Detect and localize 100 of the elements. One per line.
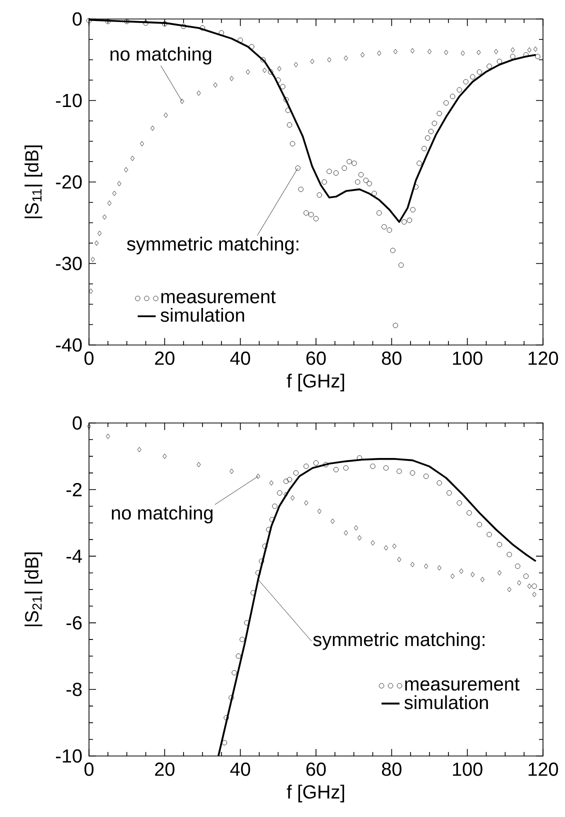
point <box>456 500 462 506</box>
x-tick-label: 20 <box>155 762 174 776</box>
point <box>272 504 278 509</box>
point <box>354 525 358 530</box>
point <box>370 464 376 469</box>
point <box>94 240 99 246</box>
point <box>333 467 339 472</box>
legend-label: simulation <box>160 308 244 322</box>
point <box>284 492 288 498</box>
point <box>450 574 455 579</box>
legend-label: measurement <box>161 290 276 304</box>
point <box>236 653 241 659</box>
point <box>459 568 464 574</box>
point <box>232 670 237 676</box>
annotation: symmetric matching: <box>127 236 298 254</box>
point <box>510 47 515 53</box>
point <box>480 576 484 582</box>
y-tick-label: 0 <box>72 12 82 26</box>
point <box>117 181 122 186</box>
point <box>515 564 520 569</box>
point <box>392 544 396 549</box>
point <box>130 156 134 161</box>
point <box>393 48 398 54</box>
y-tick-label: -10 <box>56 749 82 763</box>
point <box>269 516 275 522</box>
annotation: symmetric matching: <box>313 632 484 650</box>
point <box>532 592 536 598</box>
point <box>313 460 319 466</box>
point <box>410 562 414 568</box>
x-tick-label: 20 <box>155 352 174 365</box>
point <box>230 76 234 82</box>
x-tick-label: 0 <box>84 352 94 365</box>
legend-label: simulation <box>404 695 488 710</box>
point <box>277 490 282 496</box>
point <box>262 544 268 549</box>
point <box>277 66 282 72</box>
y-tick-label: -8 <box>66 682 82 696</box>
point <box>102 214 106 220</box>
point <box>436 480 442 486</box>
point <box>317 508 322 514</box>
point <box>180 98 184 104</box>
point <box>423 474 429 479</box>
x-axis-title: f [GHz] <box>286 784 344 802</box>
y-axis-title: |S$_{21}$| [dB] <box>24 552 42 626</box>
legend-label: measurement <box>405 678 520 691</box>
x-tick-label: 40 <box>230 352 250 365</box>
point <box>470 572 475 578</box>
point <box>112 190 116 196</box>
point <box>396 468 402 474</box>
y-tick-label: -10 <box>56 94 82 108</box>
x-tick-label: 120 <box>528 762 558 776</box>
point <box>383 465 389 471</box>
x-tick-label: 120 <box>528 352 558 365</box>
point <box>356 455 362 461</box>
point <box>344 56 348 61</box>
point <box>137 447 142 452</box>
point <box>140 141 144 146</box>
point <box>370 540 375 546</box>
point <box>506 552 512 558</box>
point <box>527 584 532 589</box>
point <box>532 584 537 589</box>
point <box>90 256 95 262</box>
point <box>397 556 402 562</box>
point <box>304 464 309 469</box>
point <box>344 530 348 536</box>
point <box>222 740 227 746</box>
point <box>213 82 218 88</box>
y-tick-label: 0 <box>72 416 82 430</box>
point <box>476 50 481 56</box>
x-tick-label: 100 <box>452 352 482 365</box>
y-tick-label: -2 <box>66 482 82 496</box>
point <box>343 465 348 471</box>
point <box>230 468 234 474</box>
point <box>527 47 532 53</box>
point <box>88 288 93 294</box>
y-tick-label: -6 <box>66 616 82 630</box>
point <box>86 424 91 429</box>
point <box>107 200 112 206</box>
x-tick-label: 60 <box>306 352 326 365</box>
point <box>293 470 298 476</box>
point <box>507 586 512 592</box>
point <box>224 715 229 720</box>
point <box>476 522 482 528</box>
point <box>357 535 362 540</box>
point <box>150 126 155 131</box>
x-tick-label: 80 <box>382 762 402 776</box>
point <box>466 510 472 516</box>
point <box>255 570 261 576</box>
point <box>446 490 452 496</box>
x-tick-label: 0 <box>84 762 94 776</box>
point <box>269 480 274 486</box>
point <box>437 565 442 570</box>
point <box>164 112 168 118</box>
y-axis-title: |S$_{11}$| [dB] <box>24 146 42 218</box>
point <box>286 477 292 482</box>
point <box>410 48 414 54</box>
x-tick-label: 40 <box>230 762 250 776</box>
y-tick-label: -30 <box>56 256 82 270</box>
point <box>444 50 448 56</box>
point <box>98 230 102 236</box>
